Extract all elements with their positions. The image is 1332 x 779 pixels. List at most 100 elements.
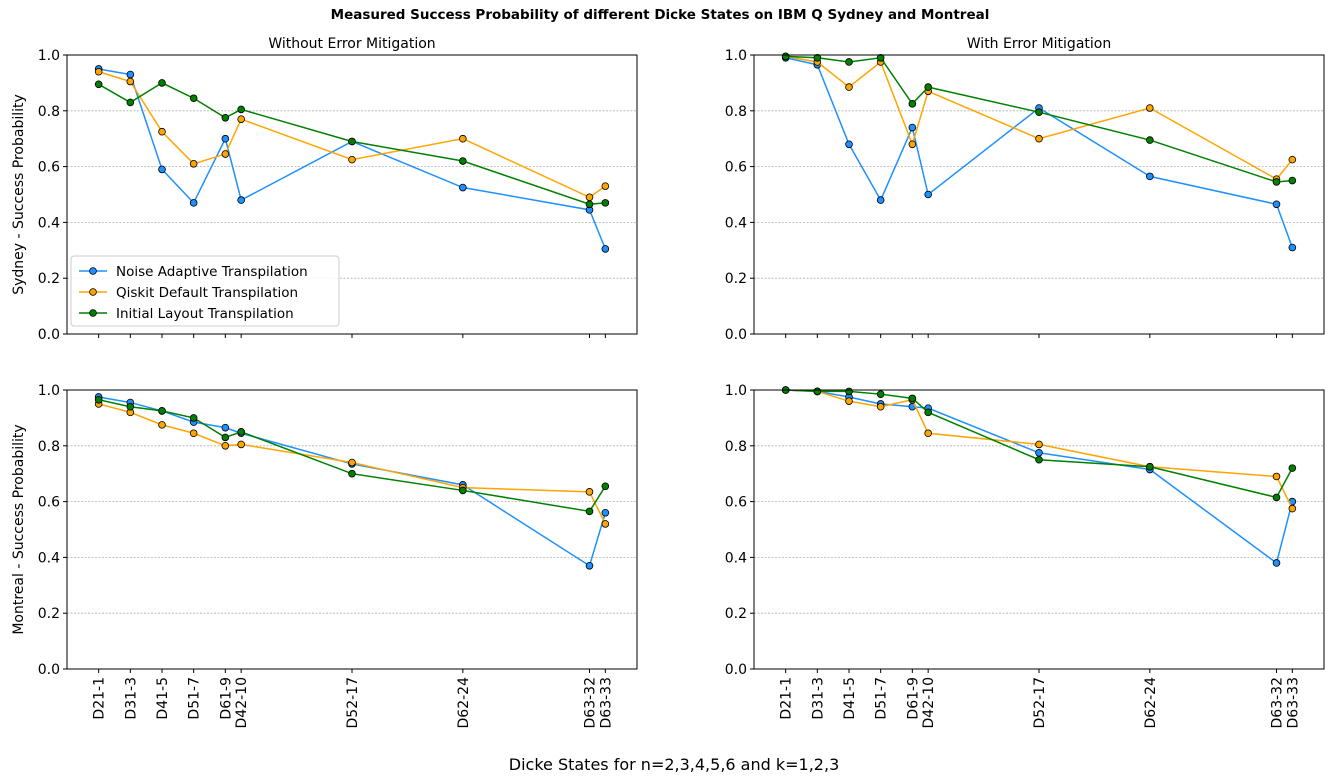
series-line — [785, 57, 1294, 248]
series-3 — [781, 52, 1297, 186]
data-point — [1288, 155, 1297, 164]
y-tick-label: 0.4 — [38, 215, 60, 231]
data-point — [94, 80, 103, 89]
data-point — [1272, 200, 1281, 209]
x-tick-label: D41-5 — [155, 677, 171, 720]
data-point — [221, 441, 230, 450]
series-line — [98, 82, 606, 206]
y-tick-label: 0.8 — [725, 104, 747, 120]
data-point — [158, 407, 166, 415]
data-point — [1035, 448, 1043, 457]
x-tick-label: D62-24 — [1143, 677, 1159, 729]
y-tick-label: 0.4 — [725, 215, 747, 231]
x-tick-label: D41-5 — [842, 677, 858, 720]
data-point — [1146, 136, 1154, 144]
x-tick-label: D63-33 — [598, 677, 614, 728]
axes-frame — [753, 54, 1325, 335]
x-tick-label: D42-10 — [234, 677, 250, 728]
data-point — [781, 52, 790, 61]
legend-label: Qiskit Default Transpilation — [116, 285, 298, 301]
y-tick-label: 1.0 — [725, 48, 747, 64]
data-point — [221, 134, 230, 143]
x-tick-label: D51-7 — [874, 677, 890, 720]
data-point — [126, 98, 135, 107]
data-point — [94, 395, 103, 404]
data-point — [1035, 440, 1043, 449]
data-point — [585, 488, 594, 496]
x-tick-label: D63-32 — [583, 677, 599, 728]
subplot-3: 0.0 0.2 0.4 0.6 0.8 1.0 D21-1 D31-3 D41-5 D51-7 D6… — [11, 383, 638, 729]
y-tick-label: 0.0 — [725, 662, 747, 678]
data-point — [876, 53, 885, 62]
x-tick-label: D62-24 — [456, 677, 472, 729]
data-point — [1288, 504, 1297, 513]
subplot-1: 0.0 0.2 0.4 0.6 0.8 1.0 Without Error Mitigati… — [11, 36, 638, 343]
data-point — [601, 508, 610, 517]
data-point — [158, 127, 166, 136]
y-tick-label: 0.4 — [725, 550, 747, 566]
data-point — [1146, 104, 1154, 112]
x-tick-label: D31-3 — [123, 677, 139, 720]
y-tick-label: 0.6 — [38, 160, 60, 176]
series-1 — [781, 386, 1297, 567]
series-line — [98, 399, 606, 513]
series-line — [785, 389, 1293, 499]
data-point — [126, 70, 135, 79]
data-point — [585, 200, 594, 209]
series-line — [785, 389, 1294, 565]
data-point — [237, 196, 245, 204]
legend-marker — [89, 288, 97, 296]
data-point — [1272, 472, 1281, 481]
data-point — [813, 387, 822, 396]
legend-label: Noise Adaptive Transpilation — [116, 264, 308, 280]
data-point — [221, 150, 230, 158]
data-point — [1146, 462, 1154, 471]
data-point — [221, 113, 230, 122]
series-2 — [94, 67, 610, 202]
data-point — [845, 58, 853, 66]
data-point — [924, 429, 932, 438]
data-point — [585, 507, 594, 516]
data-point — [1035, 134, 1043, 143]
x-tick-label: D52-17 — [345, 677, 361, 728]
data-point — [189, 429, 198, 438]
data-point — [1272, 559, 1281, 567]
y-tick-label: 0.8 — [38, 439, 60, 455]
subplot-title: With Error Mitigation — [967, 36, 1111, 52]
data-point — [126, 77, 135, 86]
data-point — [1288, 464, 1297, 472]
data-point — [908, 100, 917, 108]
data-point — [237, 428, 245, 436]
series-line — [785, 55, 1293, 183]
y-tick-label: 0.8 — [38, 104, 60, 120]
series-1 — [781, 53, 1297, 252]
data-point — [126, 402, 135, 411]
x-tick-label: D52-17 — [1032, 677, 1048, 728]
legend: Noise Adaptive Transpilation Qiskit Defau… — [70, 255, 340, 327]
series-line — [98, 396, 607, 567]
data-point — [908, 140, 917, 149]
data-point — [924, 190, 932, 199]
data-point — [1035, 455, 1043, 464]
data-point — [908, 123, 917, 132]
data-point — [459, 134, 467, 143]
data-point — [237, 115, 245, 123]
data-point — [924, 408, 932, 417]
axes-frame — [66, 54, 638, 335]
legend-marker — [89, 309, 97, 317]
data-point — [924, 83, 932, 91]
x-tick-label: D31-3 — [810, 677, 826, 720]
data-point — [459, 183, 467, 192]
data-point — [813, 53, 822, 62]
x-tick-label: D61-9 — [218, 677, 234, 720]
data-point — [845, 397, 853, 405]
y-tick-label: 0.0 — [38, 327, 60, 343]
series-line — [98, 403, 607, 525]
data-point — [845, 140, 853, 149]
data-point — [601, 520, 610, 528]
y-axis-label: Sydney - Success Probability — [11, 94, 27, 295]
panels: 0.0 0.2 0.4 0.6 0.8 1.0 Without Error Mitigati… — [11, 36, 1325, 729]
series-3 — [94, 79, 610, 209]
y-tick-label: 0.2 — [38, 606, 60, 622]
